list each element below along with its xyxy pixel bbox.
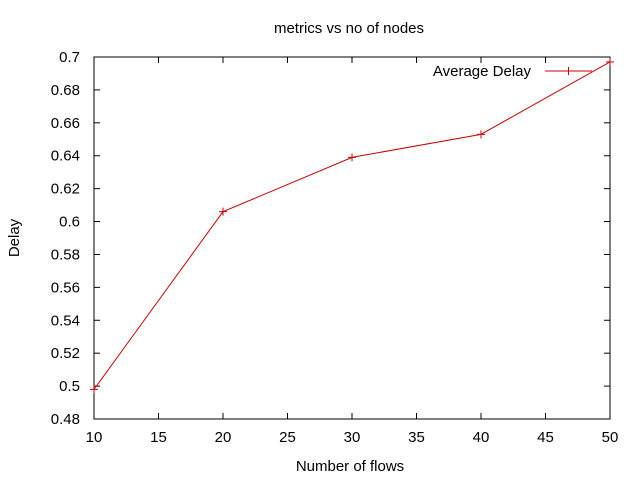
y-tick-label: 0.48 xyxy=(51,411,80,428)
y-tick-label: 0.5 xyxy=(59,378,80,395)
y-tick-label: 0.64 xyxy=(51,148,80,165)
y-tick-label: 0.66 xyxy=(51,115,80,132)
legend: Average Delay xyxy=(433,63,592,80)
x-tick-label: 30 xyxy=(344,429,361,446)
data-point-marker xyxy=(348,153,356,162)
x-axis-title: Number of flows xyxy=(296,458,404,475)
series-layer xyxy=(90,57,614,394)
y-tick-label: 0.62 xyxy=(51,181,80,198)
plot-frame xyxy=(93,56,611,420)
data-point-marker xyxy=(219,207,227,216)
y-tick-label: 0.7 xyxy=(59,49,80,66)
y-tick-label: 0.56 xyxy=(51,279,80,296)
y-tick-label: 0.68 xyxy=(51,82,80,99)
y-tick-label: 0.58 xyxy=(51,246,80,263)
chart-title: metrics vs no of nodes xyxy=(274,20,424,37)
x-tick-label: 50 xyxy=(602,429,619,446)
data-point-marker xyxy=(477,130,485,139)
x-tick-label: 45 xyxy=(537,429,554,446)
data-point-marker xyxy=(606,57,614,66)
series-line xyxy=(93,61,611,390)
data-point-marker xyxy=(90,385,98,394)
x-tick-label: 10 xyxy=(86,429,103,446)
x-tick-label: 20 xyxy=(215,429,232,446)
y-axis: 0.48 0.5 0.52 0.54 0.56 0.58 0.6 0.62 0.64 0.66 0.… xyxy=(51,49,610,428)
y-tick-label: 0.52 xyxy=(51,345,80,362)
y-axis-title: Delay xyxy=(6,218,23,257)
x-tick-label: 25 xyxy=(279,429,296,446)
x-tick-label: 40 xyxy=(473,429,490,446)
y-tick-label: 0.6 xyxy=(59,214,80,231)
x-axis: 10 15 20 25 30 35 40 45 50 xyxy=(86,57,619,446)
y-tick-label: 0.54 xyxy=(51,312,80,329)
x-tick-label: 35 xyxy=(408,429,425,446)
legend-marker xyxy=(564,67,573,75)
x-tick-label: 15 xyxy=(150,429,167,446)
plot-border xyxy=(93,56,611,420)
legend-label: Average Delay xyxy=(433,63,532,80)
